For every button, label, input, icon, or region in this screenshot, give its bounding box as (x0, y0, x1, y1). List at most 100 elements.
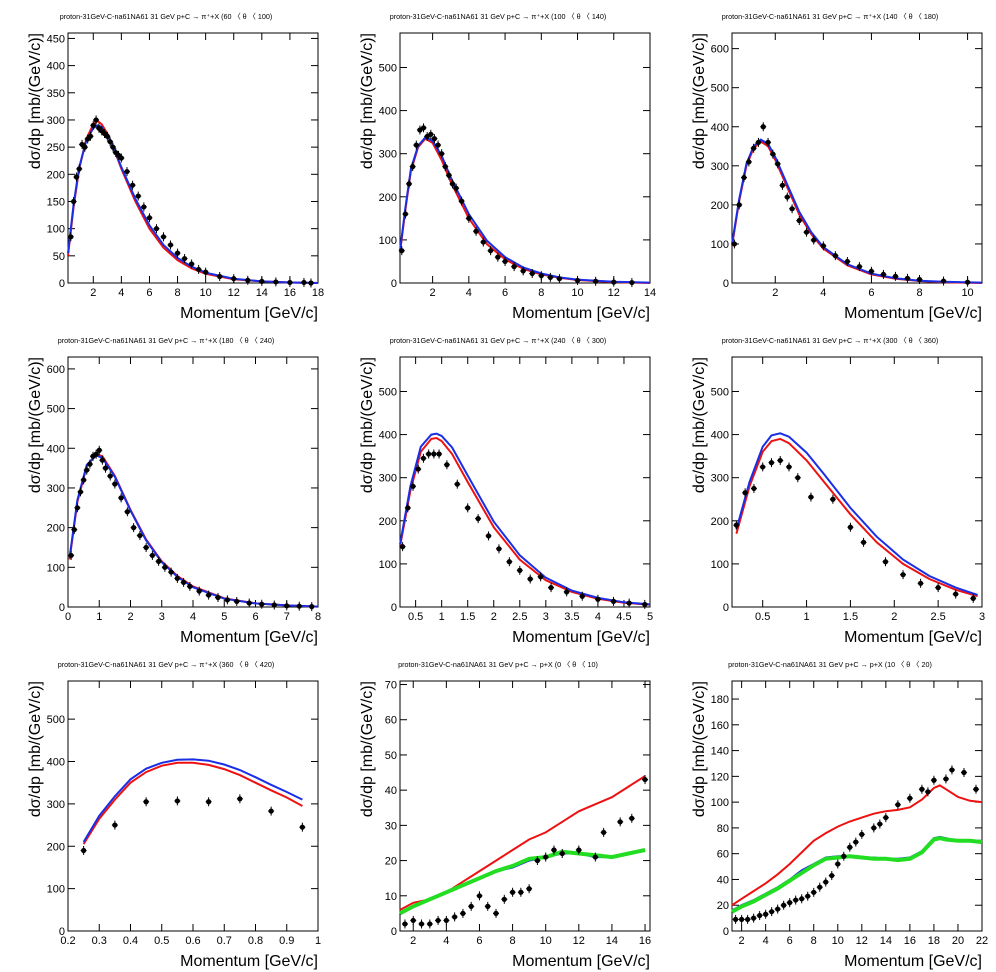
data-point (493, 910, 499, 916)
plot-frame (399, 680, 651, 932)
x-axis-label: Momentum [GeV/c] (512, 305, 650, 322)
data-point (273, 279, 279, 285)
y-tick-label: 500 (47, 404, 65, 416)
data-point (973, 786, 979, 792)
data-point (746, 159, 752, 165)
data-point (110, 144, 116, 150)
x-tick-label: 4 (820, 287, 826, 299)
y-tick-label: 250 (47, 142, 65, 154)
data-point (763, 911, 769, 917)
chart-title: proton-31GeV-C-na61NA61 31 GeV p+C → π⁺+… (58, 336, 275, 345)
x-tick-label: 0 (65, 611, 71, 623)
data-point (74, 505, 80, 511)
data-point (460, 910, 466, 916)
x-tick-label: 2 (772, 287, 778, 299)
data-point (769, 909, 775, 915)
data-point (919, 786, 925, 792)
y-tick-label: 400 (711, 430, 729, 442)
x-tick-label: 12 (573, 935, 585, 947)
data-point (548, 585, 554, 591)
data-point (841, 853, 847, 859)
x-tick-label: 0.6 (185, 935, 200, 947)
data-point (829, 872, 835, 879)
x-tick-label: 4 (595, 611, 601, 623)
y-tick-label: 200 (47, 523, 65, 535)
y-tick-label: 20 (385, 856, 397, 868)
data-point (808, 494, 814, 500)
chart-pi-plus-240-300: proton-31GeV-C-na61NA61 31 GeV p+C → π⁺+… (359, 336, 653, 646)
data-point (626, 600, 632, 606)
data-point (739, 916, 745, 923)
data-point (502, 258, 508, 265)
data-point (642, 601, 648, 608)
y-axis-label: dσ/dp [mb/(GeV/c)] (691, 33, 708, 169)
y-tick-label: 20 (717, 900, 729, 912)
data-point (817, 884, 823, 890)
data-point (629, 279, 635, 286)
data-point (733, 522, 739, 528)
data-point (431, 451, 437, 457)
y-tick-label: 400 (379, 106, 397, 118)
data-point (529, 270, 535, 277)
data-point (856, 263, 863, 270)
x-tick-label: 7 (284, 611, 290, 623)
data-point (406, 181, 412, 187)
y-tick-label: 600 (711, 44, 729, 56)
x-axis-label: Momentum [GeV/c] (844, 629, 982, 646)
data-point (87, 461, 93, 467)
chart-title: proton-31GeV-C-na61NA61 31 GeV p+C → π⁺+… (390, 12, 607, 21)
data-point (779, 182, 786, 188)
chart-title: proton-31GeV-C-na61NA61 31 GeV p+C → p+X… (728, 660, 932, 669)
x-tick-label: 6 (146, 287, 152, 299)
data-point (961, 769, 967, 776)
y-tick-label: 100 (379, 235, 397, 247)
data-point (90, 122, 96, 128)
data-point (135, 193, 141, 199)
y-tick-label: 0 (391, 602, 397, 614)
data-point (410, 917, 416, 924)
data-point (943, 776, 949, 782)
y-tick-label: 200 (711, 516, 729, 528)
data-point (551, 847, 557, 853)
data-point (410, 164, 416, 170)
x-tick-label: 22 (976, 935, 988, 947)
data-point (153, 226, 160, 232)
data-point (853, 839, 859, 845)
x-tick-label: 0.4 (123, 935, 138, 947)
data-point (917, 580, 924, 586)
data-point (485, 533, 492, 539)
y-tick-label: 350 (47, 88, 65, 100)
plot-frame (399, 32, 651, 284)
y-tick-label: 500 (379, 386, 397, 398)
data-point (428, 131, 434, 137)
y-tick-label: 300 (47, 483, 65, 495)
data-point (859, 831, 865, 837)
data-point (868, 268, 875, 274)
x-tick-label: 20 (952, 935, 964, 947)
y-tick-label: 500 (711, 386, 729, 398)
data-point (925, 789, 931, 795)
chart-pi-plus-300-360: proton-31GeV-C-na61NA61 31 GeV p+C → π⁺+… (691, 336, 985, 646)
x-tick-label: 2 (891, 611, 897, 623)
chart-pi-plus-180-240: proton-31GeV-C-na61NA61 31 GeV p+C → π⁺+… (27, 336, 321, 646)
data-point (495, 254, 501, 260)
data-point (81, 847, 87, 854)
data-point (559, 850, 565, 857)
data-point (745, 916, 751, 923)
data-point (518, 889, 524, 895)
data-point (259, 278, 265, 284)
y-tick-label: 300 (47, 115, 65, 127)
data-point (399, 248, 405, 254)
data-point (473, 228, 479, 234)
data-point (820, 243, 826, 249)
data-point (741, 174, 747, 181)
x-tick-label: 0.3 (92, 935, 107, 947)
data-point (68, 552, 74, 559)
data-point (970, 595, 976, 601)
y-tick-label: 60 (717, 849, 729, 861)
data-point (231, 276, 237, 282)
y-tick-label: 450 (47, 33, 65, 45)
x-tick-label: 6 (787, 935, 793, 947)
series-line-model-blue (735, 432, 978, 596)
data-point (112, 481, 118, 487)
